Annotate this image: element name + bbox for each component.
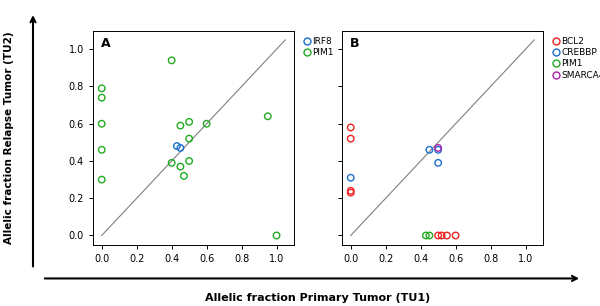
Point	[184, 136, 194, 141]
Point	[433, 147, 443, 152]
Point	[263, 114, 272, 119]
Text: A: A	[101, 37, 110, 50]
Point	[176, 164, 185, 169]
Point	[97, 86, 107, 91]
Point	[176, 145, 185, 150]
Text: B: B	[350, 37, 359, 50]
Point	[437, 233, 446, 238]
Point	[442, 233, 452, 238]
Point	[451, 233, 460, 238]
Point	[97, 95, 107, 100]
Point	[425, 147, 434, 152]
Point	[346, 190, 356, 195]
Point	[346, 136, 356, 141]
Point	[346, 188, 356, 193]
Text: Allelic fraction Relapse Tumor (TU2): Allelic fraction Relapse Tumor (TU2)	[4, 32, 14, 244]
Point	[179, 174, 188, 178]
Point	[421, 233, 431, 238]
Point	[433, 160, 443, 165]
Point	[346, 175, 356, 180]
Point	[272, 233, 281, 238]
Legend: IRF8, PIM1: IRF8, PIM1	[302, 35, 336, 59]
Point	[425, 233, 434, 238]
Point	[346, 125, 356, 130]
Point	[167, 58, 176, 63]
Point	[97, 121, 107, 126]
Text: Allelic fraction Primary Tumor (TU1): Allelic fraction Primary Tumor (TU1)	[205, 293, 431, 303]
Legend: BCL2, CREBBP, PIM1, SMARCA4: BCL2, CREBBP, PIM1, SMARCA4	[551, 35, 600, 81]
Point	[184, 119, 194, 124]
Point	[184, 159, 194, 163]
Point	[202, 121, 211, 126]
Point	[433, 233, 443, 238]
Point	[433, 145, 443, 150]
Point	[167, 160, 176, 165]
Point	[97, 147, 107, 152]
Point	[176, 123, 185, 128]
Point	[172, 144, 182, 148]
Point	[97, 177, 107, 182]
